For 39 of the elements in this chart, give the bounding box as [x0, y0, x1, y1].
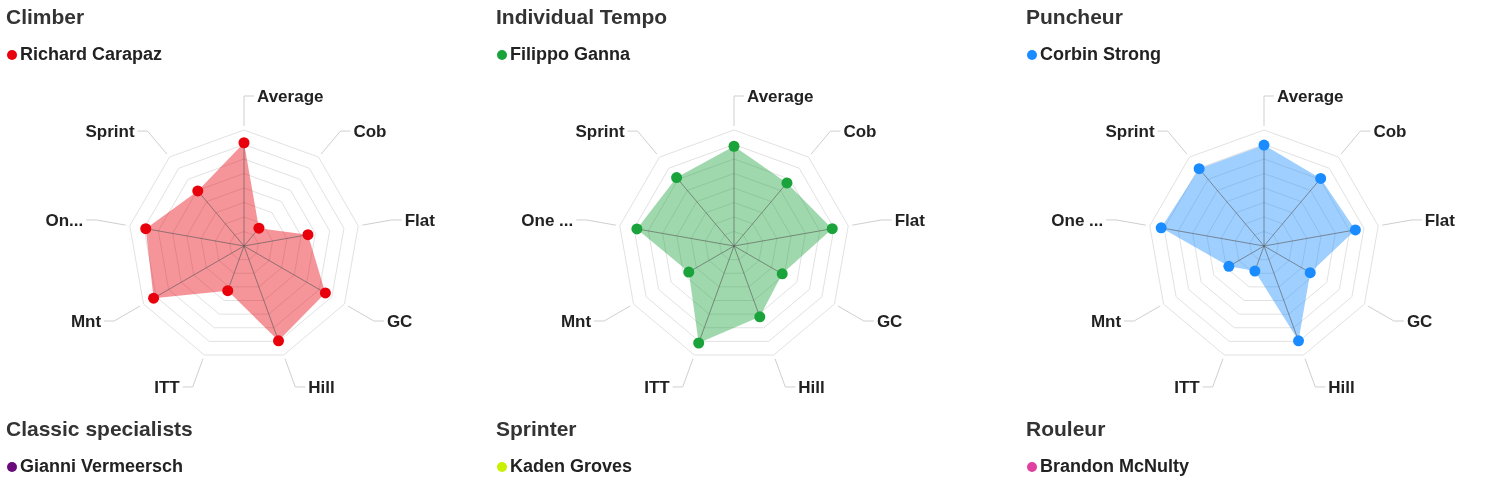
spoke-label: GC [386, 312, 413, 331]
spoke-label: One ... [521, 210, 574, 230]
text: Sprinter [496, 417, 577, 440]
spoke-label: Flat [1424, 210, 1456, 230]
chart-title: Individual Tempo [496, 5, 668, 28]
spoke-label: Mnt [1090, 312, 1122, 331]
spoke-label: GC [1406, 312, 1433, 331]
spoke-label: Flat [894, 210, 926, 230]
spoke-label: ITT [644, 377, 671, 397]
spoke-label: Mnt [560, 312, 592, 331]
spoke-label: ITT [154, 377, 181, 397]
spoke-label: Mnt [70, 312, 102, 331]
legend-label: Kaden Groves [510, 456, 633, 476]
legend-label: Brandon McNulty [1040, 456, 1190, 476]
chart-title: Climber [6, 5, 85, 28]
spoke-label: One ... [1051, 210, 1104, 230]
spoke-label: Cob [353, 122, 387, 142]
legend-label: Richard Carapaz [20, 44, 163, 64]
spoke-label: Hill [308, 377, 335, 397]
spoke-label: GC [876, 312, 903, 331]
text: Rouleur [1026, 417, 1106, 440]
spoke-label: Average [257, 87, 324, 106]
legend-label: Filippo Ganna [510, 44, 631, 64]
spoke-label: ITT [1174, 377, 1201, 397]
spoke-label: Average [1277, 87, 1344, 106]
spoke-label: Cob [843, 122, 877, 142]
spoke-label: Sprint [85, 122, 135, 142]
chart-title: Puncheur [1026, 5, 1123, 28]
spoke-label: Cob [1373, 122, 1407, 142]
spoke-label: Flat [404, 210, 436, 230]
spoke-label: On... [45, 210, 84, 230]
spoke-label: Hill [798, 377, 825, 397]
spoke-label: Sprint [1105, 122, 1155, 142]
spoke-label: Sprint [575, 122, 625, 142]
spoke-label: Average [747, 87, 814, 106]
text: Classic specialists [6, 417, 193, 440]
legend-label: Gianni Vermeersch [20, 456, 184, 476]
legend-label: Corbin Strong [1040, 44, 1161, 64]
spoke-label: Hill [1328, 377, 1355, 397]
